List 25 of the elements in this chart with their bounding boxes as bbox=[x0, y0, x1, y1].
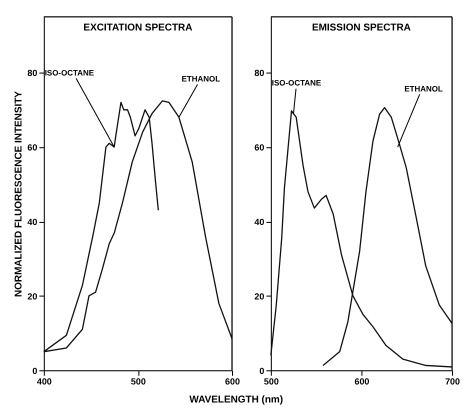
text: EXCITATION SPECTRA bbox=[83, 22, 192, 34]
line-series bbox=[270, 110, 453, 368]
y-tick-label: 0 bbox=[259, 366, 264, 376]
y-tick-label: 20 bbox=[254, 291, 264, 302]
y-axis-title: NORMALIZED FLUORESCENCE INTENSITY bbox=[13, 90, 24, 298]
x-tick-label: 600 bbox=[225, 376, 240, 387]
y-tick-label: 60 bbox=[254, 142, 264, 153]
y-tick-label: 0 bbox=[32, 366, 38, 376]
annotation: ETHANOL bbox=[182, 74, 220, 84]
x-tick-label: 500 bbox=[130, 376, 146, 387]
annotation: ETHANOL bbox=[404, 84, 443, 94]
y-tick-label: 80 bbox=[27, 68, 38, 78]
text: EMISSION SPECTRA bbox=[312, 22, 411, 34]
y-tick-label: 60 bbox=[27, 142, 38, 153]
x-tick-label: 400 bbox=[36, 376, 52, 387]
y-tick-label: 40 bbox=[27, 216, 38, 227]
y-tick-label: 20 bbox=[27, 291, 38, 302]
x-axis-title: WAVELENGTH (nm) bbox=[189, 394, 284, 406]
annotation: ISO-OCTANE bbox=[272, 78, 322, 88]
y-tick-label: 80 bbox=[254, 68, 264, 78]
annotation: ISO-OCTANE bbox=[44, 68, 94, 78]
x-tick-label: 700 bbox=[445, 376, 460, 387]
x-tick-label: 500 bbox=[264, 376, 279, 387]
x-tick-label: 600 bbox=[354, 376, 370, 387]
y-tick-label: 40 bbox=[254, 216, 264, 227]
